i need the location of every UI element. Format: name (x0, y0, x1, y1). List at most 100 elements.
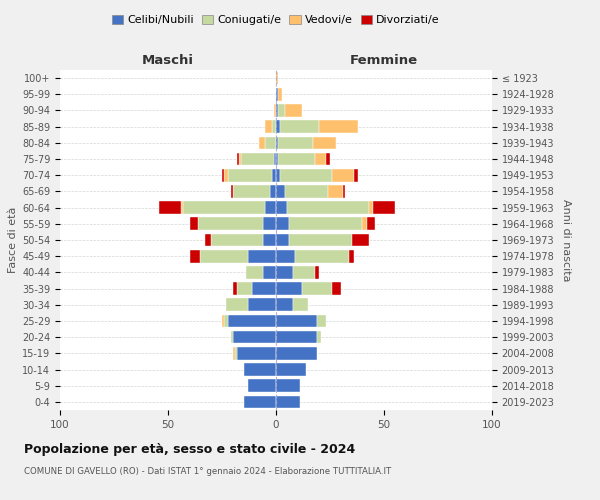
Bar (367, 218, 376, 230)
Bar (205, 234, 211, 246)
Bar (224, 169, 229, 181)
Bar (237, 282, 252, 295)
Bar (244, 396, 276, 408)
Text: Femmine: Femmine (350, 54, 418, 67)
Bar (278, 136, 313, 149)
Bar (239, 152, 241, 166)
Bar (276, 314, 317, 328)
Bar (284, 185, 328, 198)
Bar (276, 282, 302, 295)
Bar (233, 347, 235, 360)
Y-axis label: Anni di nascita: Anni di nascita (561, 198, 571, 281)
Bar (276, 136, 278, 149)
Bar (230, 185, 233, 198)
Bar (293, 266, 315, 278)
Bar (276, 88, 278, 101)
Bar (190, 250, 200, 262)
Bar (284, 104, 302, 117)
Bar (315, 266, 319, 278)
Bar (183, 202, 265, 214)
Bar (230, 331, 233, 344)
Bar (276, 347, 317, 360)
Bar (211, 234, 263, 246)
Bar (280, 169, 332, 181)
Bar (248, 298, 276, 311)
Bar (276, 331, 317, 344)
Bar (328, 185, 343, 198)
Bar (269, 185, 276, 198)
Text: Popolazione per età, sesso e stato civile - 2024: Popolazione per età, sesso e stato civil… (24, 442, 355, 456)
Bar (326, 152, 330, 166)
Bar (276, 152, 278, 166)
Bar (263, 234, 276, 246)
Bar (160, 202, 181, 214)
Bar (295, 250, 349, 262)
Bar (276, 380, 300, 392)
Bar (332, 282, 341, 295)
Bar (244, 363, 276, 376)
Bar (265, 202, 276, 214)
Bar (190, 218, 198, 230)
Bar (332, 169, 354, 181)
Bar (276, 185, 284, 198)
Bar (181, 202, 183, 214)
Bar (289, 218, 362, 230)
Bar (276, 202, 287, 214)
Bar (317, 314, 326, 328)
Bar (229, 169, 272, 181)
Bar (237, 152, 239, 166)
Bar (263, 218, 276, 230)
Bar (224, 314, 229, 328)
Bar (263, 266, 276, 278)
Bar (313, 136, 337, 149)
Bar (289, 234, 352, 246)
Bar (235, 347, 237, 360)
Bar (276, 169, 280, 181)
Bar (276, 298, 293, 311)
Bar (276, 250, 295, 262)
Bar (276, 396, 300, 408)
Bar (293, 298, 308, 311)
Bar (233, 185, 269, 198)
Bar (265, 120, 272, 133)
Bar (246, 266, 263, 278)
Bar (229, 314, 276, 328)
Bar (278, 88, 283, 101)
Bar (237, 347, 276, 360)
Bar (302, 282, 332, 295)
Bar (248, 380, 276, 392)
Bar (352, 234, 369, 246)
Bar (280, 120, 319, 133)
Bar (272, 120, 276, 133)
Bar (259, 136, 265, 149)
Bar (319, 120, 358, 133)
Y-axis label: Fasce di età: Fasce di età (8, 207, 18, 273)
Bar (276, 218, 289, 230)
Bar (276, 120, 280, 133)
Bar (317, 331, 322, 344)
Bar (315, 152, 326, 166)
Bar (276, 363, 306, 376)
Bar (222, 169, 224, 181)
Bar (362, 218, 367, 230)
Bar (198, 218, 263, 230)
Bar (252, 282, 276, 295)
Bar (276, 266, 293, 278)
Legend: Celibi/Nubili, Coniugati/e, Vedovi/e, Divorziati/e: Celibi/Nubili, Coniugati/e, Vedovi/e, Di… (108, 10, 444, 30)
Bar (233, 331, 276, 344)
Bar (278, 104, 284, 117)
Bar (226, 298, 248, 311)
Bar (248, 250, 276, 262)
Bar (343, 185, 345, 198)
Bar (241, 152, 274, 166)
Bar (373, 202, 395, 214)
Bar (276, 72, 278, 85)
Bar (272, 169, 276, 181)
Text: Maschi: Maschi (142, 54, 194, 67)
Bar (349, 250, 354, 262)
Bar (274, 104, 276, 117)
Bar (278, 152, 315, 166)
Bar (265, 136, 276, 149)
Bar (233, 282, 237, 295)
Bar (200, 250, 248, 262)
